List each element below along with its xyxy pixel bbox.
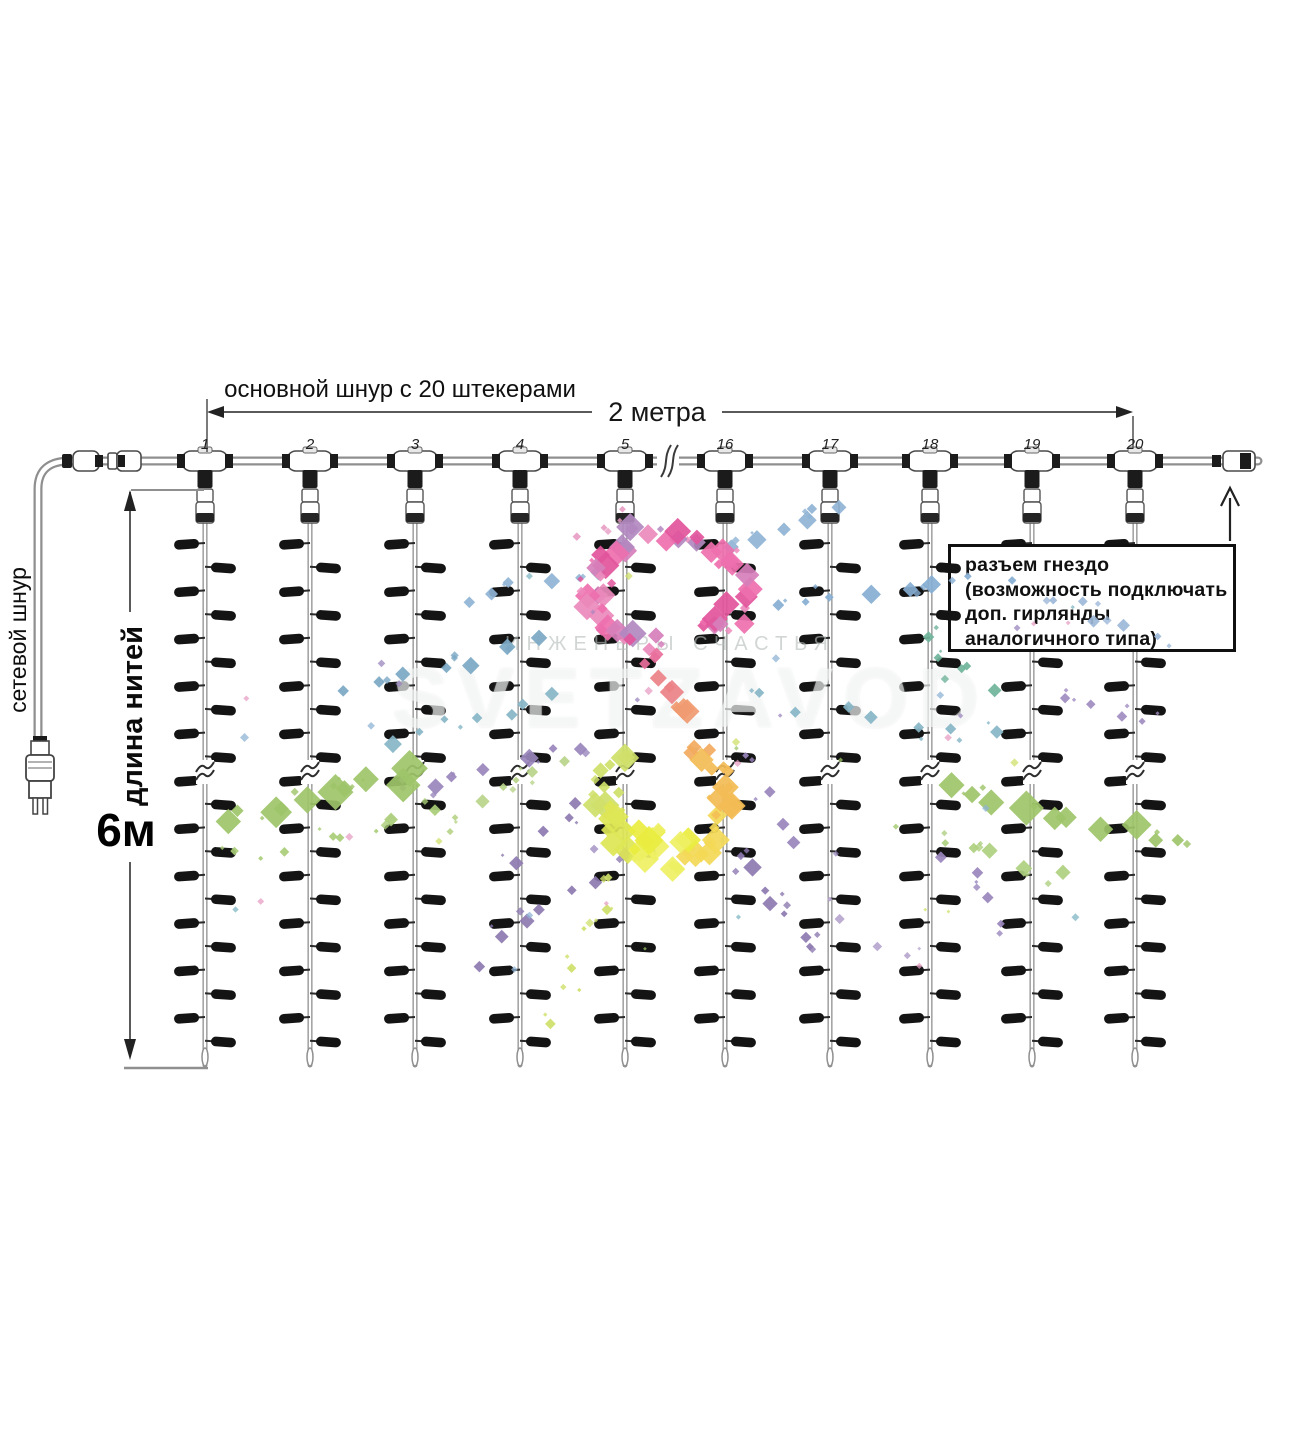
svg-text:17: 17	[822, 436, 839, 453]
annotation-line: аналогичного типа)	[965, 627, 1158, 650]
svg-text:19: 19	[1024, 436, 1041, 453]
svg-text:18: 18	[922, 436, 939, 453]
connector-numbers: 1 2 3 4 5 16 17 18 19 20	[201, 436, 1144, 453]
svg-text:4: 4	[516, 436, 524, 453]
light-strings-layer	[174, 446, 1166, 1068]
svg-text:2: 2	[305, 436, 315, 453]
width-label: 2 метра	[608, 397, 707, 427]
svg-text:5: 5	[621, 436, 630, 453]
string-length-label: длина нитей	[117, 626, 149, 806]
socket-annotation-box: разъем гнездо (возможность подключать до…	[948, 544, 1236, 652]
watermark-brand: SVETZAVOD	[392, 651, 990, 745]
main-cord-label: основной шнур с 20 штекерами	[224, 376, 576, 403]
string-length-value: 6м	[96, 804, 156, 856]
annotation-line: (возможность подключать	[965, 578, 1228, 601]
svg-text:3: 3	[411, 436, 420, 453]
annotation-line: доп. гирлянды	[965, 603, 1111, 625]
svg-text:1: 1	[201, 436, 209, 453]
annotation-line: разъем гнездо	[965, 554, 1110, 576]
svg-text:16: 16	[717, 436, 734, 453]
power-cord-label: сетевой шнур	[5, 567, 31, 713]
svg-text:20: 20	[1126, 436, 1144, 453]
